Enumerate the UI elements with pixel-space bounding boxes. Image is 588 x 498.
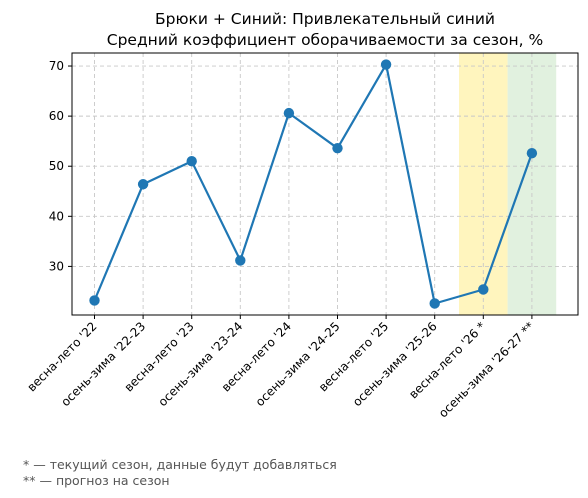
chart-title-line-2: Средний коэффициент оборачиваемости за с… [107,31,543,49]
highlight-band-0 [459,53,508,315]
y-tick-label: 60 [49,109,64,123]
data-point [429,298,440,309]
data-point [478,284,489,295]
y-tick-label: 70 [49,59,64,73]
chart-title-line-1: Брюки + Синий: Привлекательный синий [155,10,495,28]
data-point [235,255,246,266]
y-tick-label: 30 [49,259,64,273]
data-point [283,107,295,119]
y-tick-label: 50 [49,159,64,173]
data-point [89,295,100,306]
data-point [186,156,197,167]
series-layer [89,59,538,309]
data-point [137,179,149,190]
data-point [526,147,538,159]
footnote-forecast: ** — прогноз на сезон [23,473,170,488]
y-axis: 30 40 50 60 70 [49,59,72,273]
footnote-current-season: * — текущий сезон, данные будут добавлят… [23,457,337,472]
data-point [380,59,392,70]
data-point [332,142,343,154]
series-line-0 [93,63,533,305]
plot-frame [71,52,579,316]
grid-lines [72,53,578,315]
highlight-band-1 [507,53,557,315]
highlight-bands [459,53,557,315]
y-tick-label: 40 [49,209,64,223]
